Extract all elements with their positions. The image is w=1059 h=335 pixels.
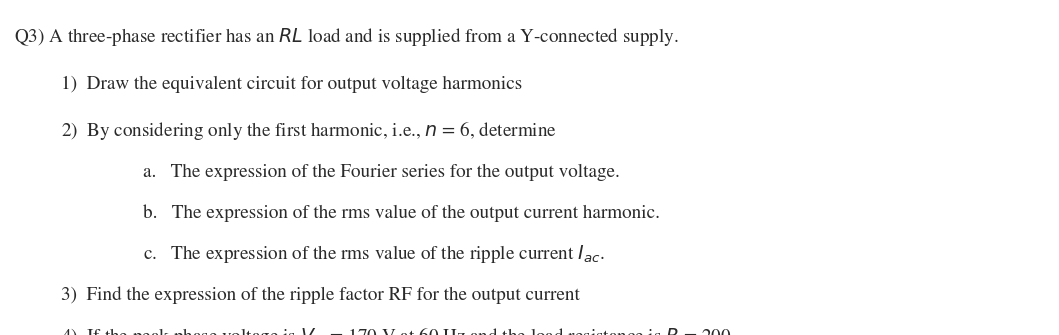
Text: c.   The expression of the rms value of the ripple current $\mathit{I}_{ac}$.: c. The expression of the rms value of th… <box>143 243 605 265</box>
Text: b.   The expression of the rms value of the output current harmonic.: b. The expression of the rms value of th… <box>143 204 660 222</box>
Text: 2)  By considering only the first harmonic, i.e., $\mathit{n}$ = 6, determine: 2) By considering only the first harmoni… <box>61 119 557 142</box>
Text: 4)  If the peak phase voltage is $\mathit{V}_{M}$ = 170 V at 60 Hz and the load : 4) If the peak phase voltage is $\mathit… <box>61 325 732 335</box>
Text: a.   The expression of the Fourier series for the output voltage.: a. The expression of the Fourier series … <box>143 164 620 181</box>
Text: Q3) A three-phase rectifier has an $\mathit{RL}$ load and is supplied from a Y-c: Q3) A three-phase rectifier has an $\mat… <box>14 26 679 48</box>
Text: 1)  Draw the equivalent circuit for output voltage harmonics: 1) Draw the equivalent circuit for outpu… <box>61 75 522 93</box>
Text: 3)  Find the expression of the ripple factor RF for the output current: 3) Find the expression of the ripple fac… <box>61 287 580 305</box>
